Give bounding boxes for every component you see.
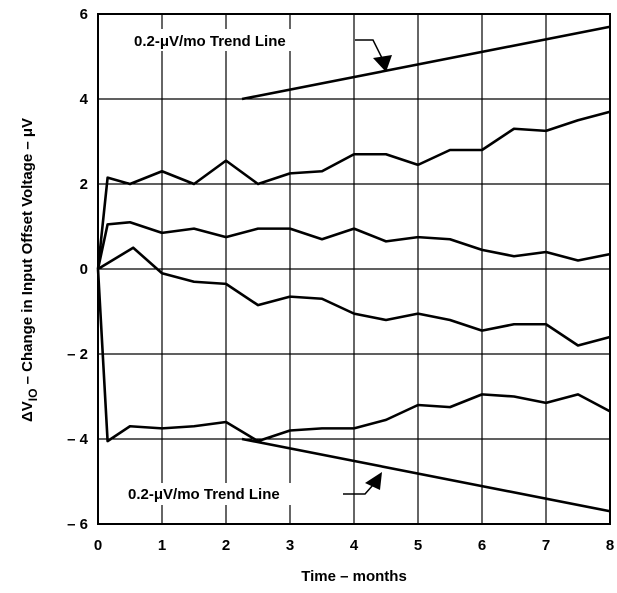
bottom-annotation-leader: [343, 484, 374, 495]
x-axis-title: Time – months: [301, 568, 407, 585]
y-tick-label: – 6: [67, 516, 88, 533]
bottom-annotation-bg: [123, 483, 345, 505]
y-tick-label: – 2: [67, 346, 88, 363]
y-tick-label: 0: [80, 261, 88, 278]
y-tick-label: 6: [80, 6, 88, 23]
y-axis-title-subscript: IO: [26, 389, 40, 402]
x-tick-label: 5: [414, 537, 422, 554]
trend-line: [241, 25, 611, 101]
top-trend-annotation: 0.2-μV/mo Trend Line: [128, 29, 392, 72]
y-axis-title-rest: – Change in Input Offset Voltage – μV: [19, 118, 36, 389]
trend-line: [241, 437, 611, 513]
series-line: [96, 220, 611, 270]
x-tick-label: 1: [158, 537, 166, 554]
x-tick-label: 0: [94, 537, 102, 554]
x-tick-label: 6: [478, 537, 486, 554]
series-line: [97, 246, 611, 347]
y-tick-label: 4: [80, 91, 89, 108]
x-tick-label: 4: [350, 537, 359, 554]
series-line: [96, 268, 611, 443]
top-annotation-label: 0.2-μV/mo Trend Line: [134, 33, 286, 50]
grid: [97, 13, 611, 525]
y-axis-title: ΔVIO – Change in Input Offset Voltage – …: [19, 118, 40, 422]
bottom-annotation-arrowhead: [365, 472, 382, 490]
y-tick-label: – 4: [67, 431, 89, 448]
top-annotation-leader: [355, 39, 383, 59]
x-tick-label: 8: [606, 537, 614, 554]
y-axis-ticks: 6 4 2 0 – 2 – 4 – 6: [67, 6, 89, 533]
top-annotation-arrowhead: [373, 55, 392, 72]
trend-lines: [241, 25, 611, 513]
x-tick-label: 2: [222, 537, 230, 554]
x-tick-label: 3: [286, 537, 294, 554]
plot-frame: [97, 13, 611, 525]
series-line: [96, 110, 611, 270]
x-tick-label: 7: [542, 537, 550, 554]
series-layer: [96, 110, 611, 443]
top-annotation-bg: [128, 29, 353, 51]
bottom-annotation-label: 0.2-μV/mo Trend Line: [128, 486, 280, 503]
y-axis-title-main: ΔV: [19, 401, 36, 422]
x-axis-ticks: 0 1 2 3 4 5 6 7 8: [94, 537, 614, 554]
bottom-trend-annotation: 0.2-μV/mo Trend Line: [123, 472, 382, 505]
y-tick-label: 2: [80, 176, 88, 193]
